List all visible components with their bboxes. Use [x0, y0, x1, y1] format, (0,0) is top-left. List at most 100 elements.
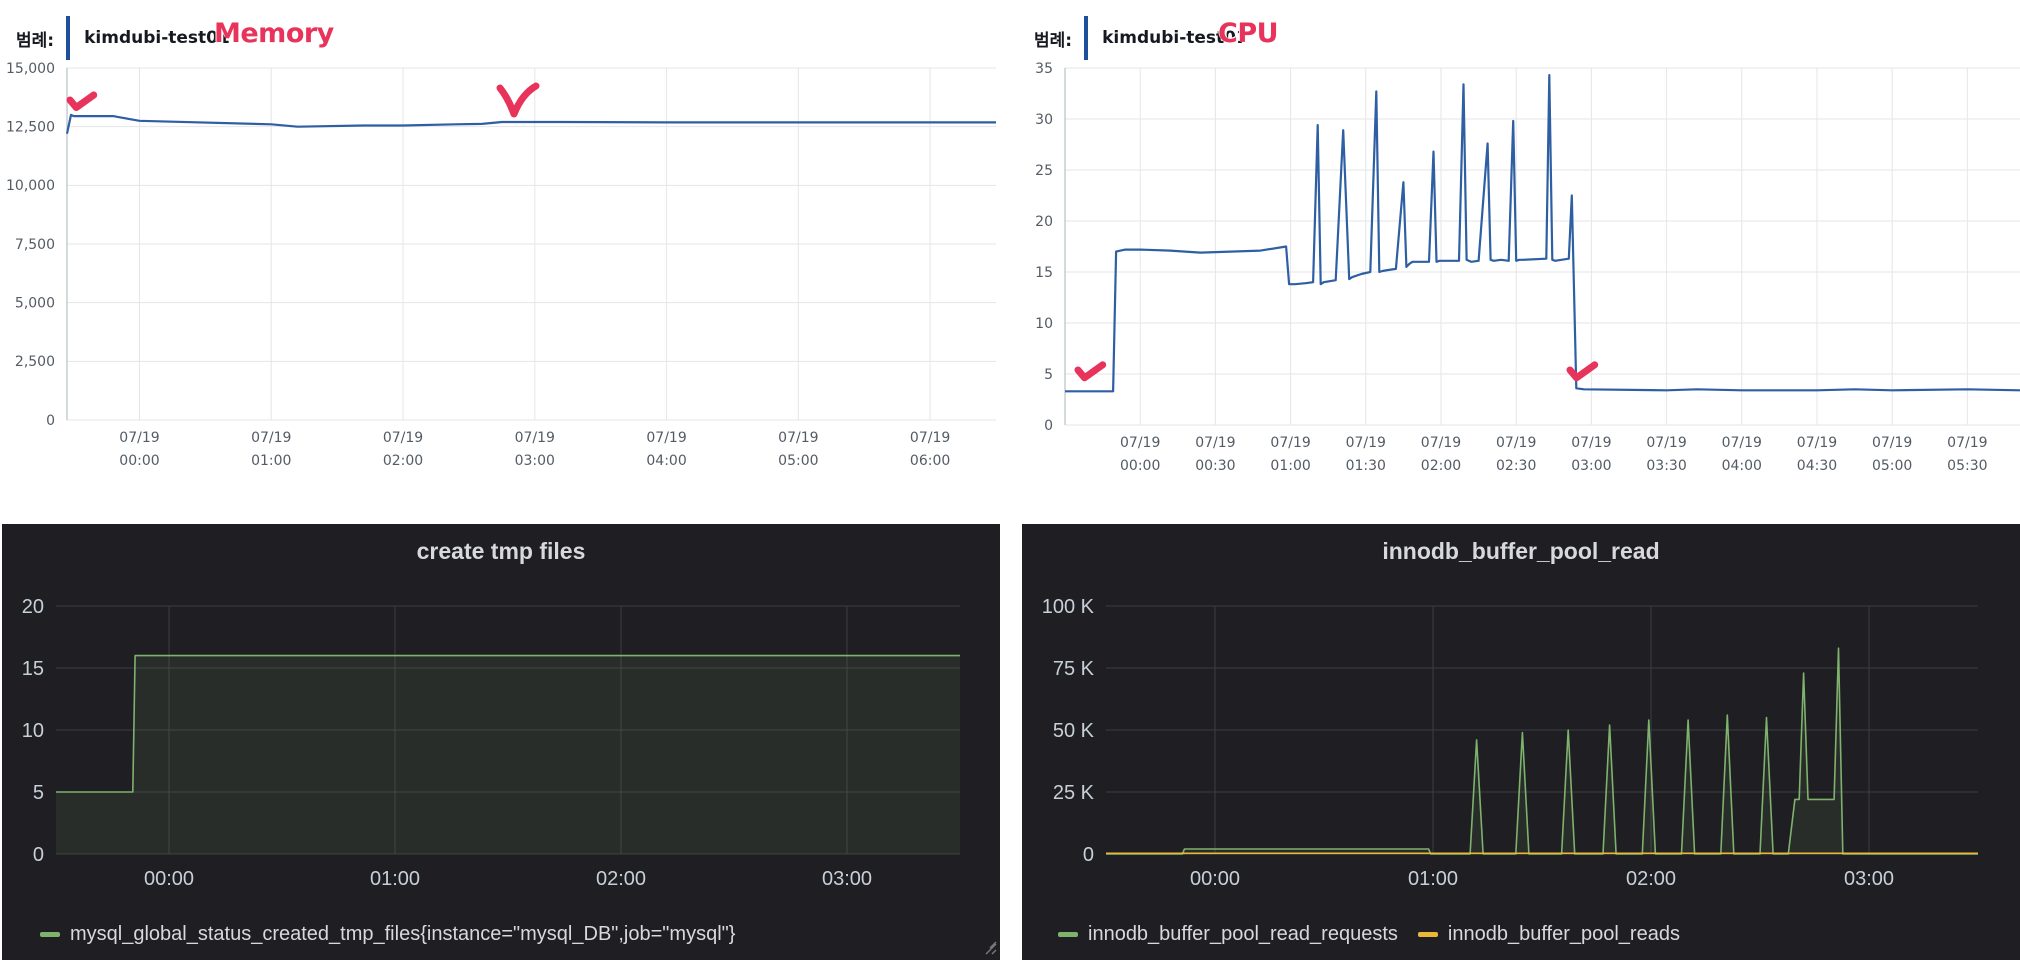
x-tick-label: 01:00	[1408, 868, 1458, 890]
x-tick-label-date: 07/19	[778, 430, 818, 446]
x-tick-label-time: 03:00	[1571, 458, 1611, 474]
panel-gap	[1000, 524, 1022, 960]
buffer-pool-legend-swatch-requests	[1058, 932, 1078, 937]
y-tick-label: 2,500	[15, 354, 55, 370]
memory-panel: 범례: kimdubi-test01 Memory 0 2,500 5,000 7,5…	[0, 0, 1010, 520]
x-tick-label: 03:00	[822, 868, 872, 890]
y-tick-label: 75 K	[1053, 658, 1095, 680]
y-tick-label: 30	[1035, 112, 1053, 128]
cpu-panel: 범례: kimdubi-test01 CPU 0 5 10 15 20 25 30 35 07/…	[1010, 0, 2020, 520]
x-tick-label-time: 00:30	[1195, 458, 1235, 474]
memory-legend-series: kimdubi-test01	[84, 28, 230, 48]
tmp-files-legend-text: mysql_global_status_created_tmp_files{in…	[70, 923, 736, 945]
cpu-legend-label: 범례:	[1034, 30, 1073, 51]
buffer-pool-legend-swatch-reads	[1417, 932, 1438, 937]
cpu-legend-series: kimdubi-test01	[1102, 28, 1248, 48]
buffer-pool-legend-item-reads[interactable]: innodb_buffer_pool_reads	[1417, 923, 1680, 946]
memory-chart: 0 2,500 5,000 7,500 10,000 12,500 15,000 07/19 0…	[6, 61, 996, 469]
x-tick-label: 01:00	[370, 868, 420, 890]
x-tick-label-time: 02:00	[1421, 458, 1461, 474]
x-tick-label-time: 04:00	[1722, 458, 1762, 474]
tmp-files-legend[interactable]: mysql_global_status_created_tmp_files{in…	[40, 923, 755, 946]
x-tick-label-date: 07/19	[1270, 435, 1310, 451]
check-mark-icon	[66, 91, 98, 111]
y-tick-label: 5	[33, 782, 44, 804]
x-tick-label-time: 01:00	[1270, 458, 1310, 474]
y-tick-label: 15,000	[6, 61, 55, 77]
tmp-files-chart: 0 5 10 15 20 00:00 01:00 02:00 03:00	[22, 596, 997, 955]
x-tick-label-time: 03:30	[1646, 458, 1686, 474]
x-tick-label-time: 06:00	[910, 453, 950, 469]
y-tick-label: 10	[22, 720, 44, 742]
buffer-pool-panel: innodb_buffer_pool_read 0 25 K 50 K 75 K 100…	[1022, 524, 2020, 960]
series-line-0	[65, 113, 996, 134]
memory-annotation: Memory	[214, 18, 334, 49]
y-tick-label: 0	[33, 844, 44, 866]
x-tick-label-date: 07/19	[383, 430, 423, 446]
buffer-pool-chart: 0 25 K 50 K 75 K 100 K 00:00 01:00 02:00 03:00	[1042, 596, 1978, 890]
x-tick-label-date: 07/19	[910, 430, 950, 446]
check-mark-icon	[1074, 361, 1107, 382]
series-area-0	[1106, 648, 1978, 854]
x-tick-label-date: 07/19	[1797, 435, 1837, 451]
x-tick-label-time: 01:00	[251, 453, 291, 469]
y-tick-label: 0	[1044, 418, 1053, 434]
x-tick-label-date: 07/19	[646, 430, 686, 446]
x-tick-label-time: 02:30	[1496, 458, 1536, 474]
x-tick-label-time: 02:00	[383, 453, 423, 469]
buffer-pool-legend-item-requests[interactable]: innodb_buffer_pool_read_requests	[1058, 923, 1398, 946]
x-tick-label: 00:00	[1190, 868, 1240, 890]
x-tick-label-time: 04:00	[646, 453, 686, 469]
y-tick-label: 25 K	[1053, 782, 1095, 804]
x-tick-label-time: 00:00	[1120, 458, 1160, 474]
buffer-pool-title: innodb_buffer_pool_read	[1382, 538, 1660, 564]
buffer-pool-legend-text-reads: innodb_buffer_pool_reads	[1447, 923, 1680, 945]
x-tick-label-time: 05:00	[778, 453, 818, 469]
x-tick-label-date: 07/19	[515, 430, 555, 446]
y-tick-label: 15	[22, 658, 44, 680]
x-tick-label-date: 07/19	[1421, 435, 1461, 451]
x-tick-label-date: 07/19	[1722, 435, 1762, 451]
memory-legend: 범례: kimdubi-test01	[16, 16, 230, 60]
tmp-files-title: create tmp files	[416, 538, 586, 564]
series-area-0	[56, 655, 960, 854]
y-tick-label: 0	[46, 413, 55, 429]
y-tick-label: 12,500	[6, 120, 55, 136]
cpu-legend-swatch	[1084, 16, 1089, 60]
y-tick-label: 5	[1044, 367, 1053, 383]
x-tick-label: 02:00	[1626, 868, 1676, 890]
x-tick-label-date: 07/19	[119, 430, 159, 446]
check-mark-icon	[496, 82, 540, 118]
x-tick-label-date: 07/19	[1872, 435, 1912, 451]
y-tick-label: 15	[1035, 265, 1053, 281]
x-tick-label-date: 07/19	[1947, 435, 1987, 451]
y-tick-label: 7,500	[15, 237, 55, 253]
buffer-pool-legend[interactable]: innodb_buffer_pool_read_requests innodb_…	[1058, 923, 1700, 946]
y-tick-label: 50 K	[1053, 720, 1095, 742]
y-tick-label: 10,000	[6, 178, 55, 194]
x-tick-label-time: 01:30	[1346, 458, 1386, 474]
memory-legend-label: 범례:	[16, 30, 55, 51]
x-tick-label-date: 07/19	[1195, 435, 1235, 451]
memory-legend-swatch	[66, 16, 71, 60]
cpu-chart: 0 5 10 15 20 25 30 35 07/19 00:00 07/19 00:30 07/19 0…	[1035, 61, 2020, 474]
y-tick-label: 100 K	[1042, 596, 1095, 618]
tmp-files-legend-swatch	[40, 932, 60, 937]
x-tick-label-date: 07/19	[1646, 435, 1686, 451]
tmp-files-legend-item[interactable]: mysql_global_status_created_tmp_files{in…	[40, 923, 735, 946]
y-tick-label: 5,000	[15, 296, 55, 312]
x-tick-label-time: 05:30	[1947, 458, 1987, 474]
x-tick-label-date: 07/19	[251, 430, 291, 446]
y-tick-label: 35	[1035, 61, 1053, 77]
x-tick-label-time: 00:00	[119, 453, 159, 469]
series-line-0	[1065, 73, 2020, 393]
x-tick-label-date: 07/19	[1346, 435, 1386, 451]
cpu-legend: 범례: kimdubi-test01	[1034, 16, 1248, 60]
x-tick-label: 02:00	[596, 868, 646, 890]
y-tick-label: 10	[1035, 316, 1053, 332]
y-tick-label: 20	[22, 596, 44, 618]
y-tick-label: 20	[1035, 214, 1053, 230]
y-tick-label: 0	[1083, 844, 1094, 866]
x-tick-label: 00:00	[144, 868, 194, 890]
resize-handle-icon	[985, 941, 997, 955]
